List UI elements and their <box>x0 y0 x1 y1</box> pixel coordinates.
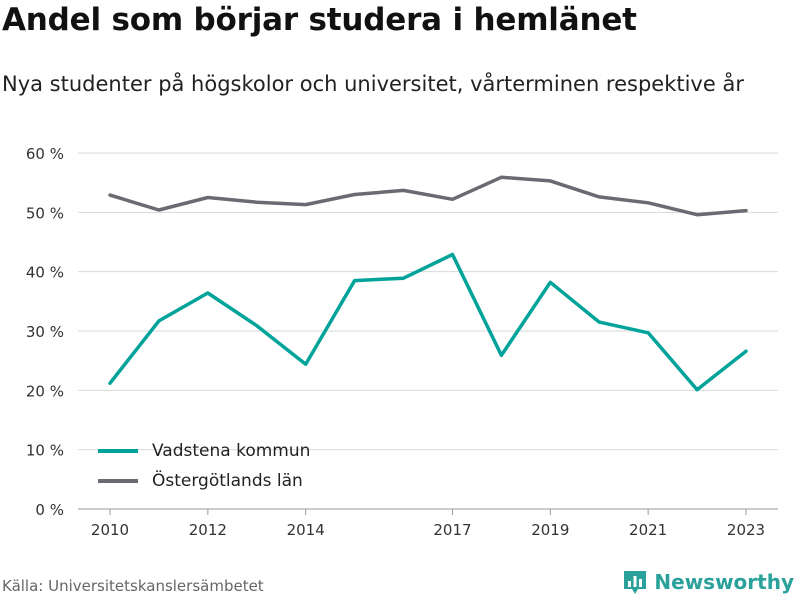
x-tick-label: 2010 <box>91 521 129 539</box>
y-tick-label: 40 % <box>26 264 64 282</box>
chart-subtitle: Nya studenter på högskolor och universit… <box>2 72 744 96</box>
legend-item-vadstena: Vadstena kommun <box>98 436 310 466</box>
x-tick-label: 2014 <box>287 521 325 539</box>
series-line-ostergotland <box>108 175 748 217</box>
legend-label-vadstena: Vadstena kommun <box>152 441 311 461</box>
series-line-vadstena <box>108 252 748 392</box>
y-tick-label: 50 % <box>26 204 64 222</box>
y-tick-label: 10 % <box>26 442 64 460</box>
x-tick-label: 2021 <box>629 521 667 539</box>
legend: Vadstena kommun Östergötlands län <box>98 436 310 496</box>
x-tick-label: 2019 <box>531 521 569 539</box>
y-tick-label: 60 % <box>26 145 64 163</box>
chart-title: Andel som börjar studera i hemlänet <box>2 2 637 38</box>
y-tick-label: 30 % <box>26 323 64 341</box>
y-tick-label: 0 % <box>35 501 64 519</box>
legend-swatch-ostergotland <box>98 479 138 483</box>
legend-item-ostergotland: Östergötlands län <box>98 466 310 496</box>
x-tick-label: 2017 <box>433 521 471 539</box>
brand-logo[interactable]: Newsworthy <box>622 569 794 595</box>
y-tick-label: 20 % <box>26 382 64 400</box>
legend-label-ostergotland: Östergötlands län <box>152 471 303 491</box>
x-tick-label: 2023 <box>727 521 765 539</box>
brand-name: Newsworthy <box>654 570 794 594</box>
x-tick-label: 2012 <box>189 521 227 539</box>
source-note: Källa: Universitetskanslersämbetet <box>2 577 264 595</box>
legend-swatch-vadstena <box>98 449 138 453</box>
bar-chart-icon <box>624 571 647 594</box>
